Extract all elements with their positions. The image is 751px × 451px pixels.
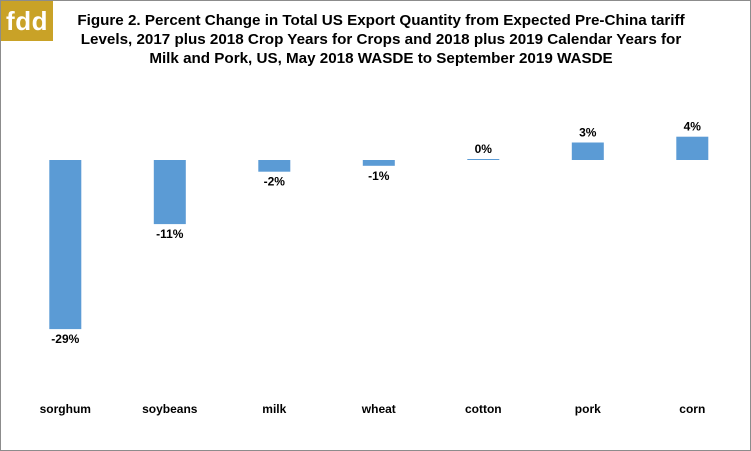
- category-label-corn: corn: [679, 402, 705, 416]
- data-label-corn: 4%: [684, 120, 702, 134]
- logo-text: fdd: [6, 6, 48, 36]
- category-label-pork: pork: [575, 402, 601, 416]
- category-label-soybeans: soybeans: [142, 402, 198, 416]
- bar-sorghum: [49, 160, 82, 330]
- data-label-cotton: 0%: [475, 142, 493, 156]
- category-label-sorghum: sorghum: [40, 402, 91, 416]
- data-label-sorghum: -29%: [51, 332, 79, 346]
- bar-pork: [571, 142, 604, 160]
- bar-milk: [258, 160, 291, 172]
- data-label-pork: 3%: [579, 126, 597, 140]
- fdd-logo: fdd: [1, 1, 53, 41]
- data-label-soybeans: -11%: [156, 227, 184, 241]
- category-label-wheat: wheat: [361, 402, 396, 416]
- data-label-milk: -2%: [264, 175, 286, 189]
- bar-soybeans: [153, 160, 186, 225]
- data-label-wheat: -1%: [368, 169, 390, 183]
- bar-corn: [676, 136, 709, 160]
- chart-title: Figure 2. Percent Change in Total US Exp…: [77, 12, 685, 67]
- bar-cotton: [467, 159, 500, 160]
- category-label-cotton: cotton: [465, 402, 502, 416]
- category-label-milk: milk: [262, 402, 286, 416]
- bar-wheat: [362, 160, 395, 166]
